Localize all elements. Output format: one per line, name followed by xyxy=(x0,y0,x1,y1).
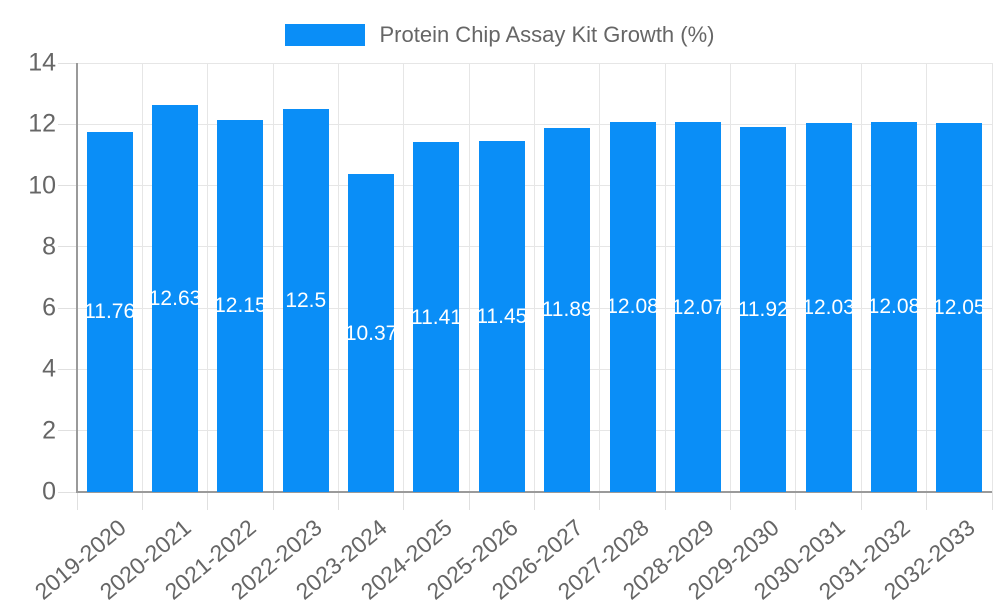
gridline-vertical xyxy=(730,63,732,492)
x-tick-mark xyxy=(141,492,143,510)
bar: 12.63 xyxy=(152,104,199,492)
gridline-vertical xyxy=(207,63,209,492)
gridline-vertical xyxy=(795,63,797,492)
y-tick-label-text: 2 xyxy=(42,416,56,445)
y-tick-label-text: 14 xyxy=(28,48,56,77)
bar: 11.92 xyxy=(740,126,787,492)
y-tick-label-text: 6 xyxy=(42,293,56,322)
bar-value-label: 12.07 xyxy=(674,295,721,319)
bar: 11.76 xyxy=(86,131,133,492)
y-axis-line xyxy=(76,63,78,492)
plot-area: 0 2 4 6 8 10 12 14 11.76 2019-2020 12.63 2020-2021 1… xyxy=(28,49,993,600)
x-tick-mark xyxy=(76,492,78,510)
x-tick-mark xyxy=(599,492,601,510)
x-tick-mark xyxy=(272,492,274,510)
x-tick-mark xyxy=(207,492,209,510)
gridline-vertical xyxy=(141,63,143,492)
gridline-vertical xyxy=(991,63,993,492)
gridline-vertical xyxy=(664,63,666,492)
bar-value-label: 12.15 xyxy=(217,294,264,318)
bar: 11.45 xyxy=(478,141,525,492)
x-tick-mark xyxy=(403,492,405,510)
bar-value-label: 11.76 xyxy=(86,300,133,324)
x-tick-mark xyxy=(534,492,535,510)
y-tick-mark xyxy=(58,246,77,248)
bar: 12.5 xyxy=(282,108,329,492)
gridline-vertical xyxy=(272,63,274,492)
bar-value-label: 11.92 xyxy=(740,297,787,321)
bar: 12.15 xyxy=(217,119,264,492)
bar: 12.07 xyxy=(674,122,721,492)
y-tick-mark xyxy=(58,307,77,309)
bar: 11.41 xyxy=(413,142,460,492)
bar-value-label: 11.89 xyxy=(544,298,591,322)
bar-value-label: 12.08 xyxy=(870,295,917,319)
gridline-vertical xyxy=(403,63,405,492)
x-tick-mark xyxy=(468,492,470,510)
x-tick-mark xyxy=(860,492,862,510)
gridline-vertical xyxy=(468,63,470,492)
bar-value-label: 11.45 xyxy=(478,305,525,329)
x-tick-mark xyxy=(664,492,666,510)
y-tick-mark xyxy=(58,185,77,187)
bar: 12.05 xyxy=(936,122,983,492)
x-axis-line xyxy=(76,491,992,493)
gridline-vertical xyxy=(599,63,601,492)
y-tick-mark xyxy=(58,368,77,370)
x-tick-mark xyxy=(730,492,732,510)
y-tick-label-text: 0 xyxy=(42,477,56,506)
bar-value-label: 12.63 xyxy=(152,286,199,310)
gridline-vertical xyxy=(534,63,535,492)
bar: 12.03 xyxy=(805,123,852,492)
gridline-vertical xyxy=(860,63,862,492)
x-tick-mark xyxy=(337,492,339,510)
bar: 11.89 xyxy=(544,127,591,492)
bar-value-label: 12.5 xyxy=(285,288,327,312)
bar: 10.37 xyxy=(348,174,395,492)
y-tick-mark xyxy=(58,491,77,493)
bar-value-label: 12.08 xyxy=(609,295,656,319)
legend-swatch xyxy=(285,24,366,46)
y-tick-mark xyxy=(58,430,77,432)
x-tick-mark xyxy=(795,492,797,510)
bar: 12.08 xyxy=(609,121,656,492)
bar: 12.08 xyxy=(870,121,917,492)
y-tick-mark xyxy=(58,62,77,64)
gridline-vertical xyxy=(926,63,928,492)
y-tick-label-text: 8 xyxy=(42,232,56,261)
x-tick-mark xyxy=(991,492,993,510)
x-tick-mark xyxy=(926,492,928,510)
legend-label: Protein Chip Assay Kit Growth (%) xyxy=(379,22,715,47)
y-tick-label-text: 10 xyxy=(28,171,56,200)
y-tick-label-text: 12 xyxy=(28,109,56,138)
legend-item[interactable]: Protein Chip Assay Kit Growth (%) xyxy=(0,22,1000,48)
bar-value-label: 11.41 xyxy=(413,305,460,329)
bar-value-label: 10.37 xyxy=(348,321,395,345)
bar-value-label: 12.03 xyxy=(805,296,852,320)
y-tick-mark xyxy=(58,123,77,125)
bar-value-label: 12.05 xyxy=(936,295,983,319)
gridline-vertical xyxy=(337,63,339,492)
y-tick-label-text: 4 xyxy=(42,354,56,383)
